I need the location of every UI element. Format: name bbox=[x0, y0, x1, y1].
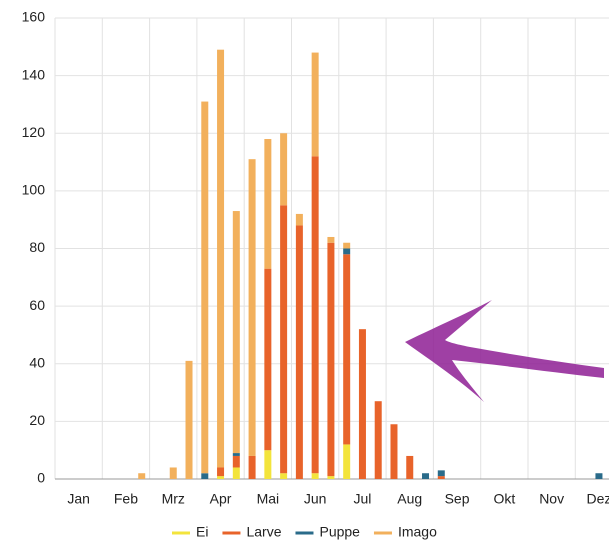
x-tick-label: Dez bbox=[586, 491, 609, 507]
bar-segment bbox=[595, 473, 603, 479]
bar-segment bbox=[327, 476, 335, 479]
bar-segment bbox=[422, 473, 430, 479]
bar-segment bbox=[185, 360, 193, 479]
bar-segment bbox=[232, 467, 240, 479]
arrow bbox=[405, 300, 604, 402]
bar-segment bbox=[343, 242, 351, 249]
x-tick-label: Jan bbox=[67, 491, 90, 507]
legend-label: Larve bbox=[246, 524, 281, 540]
bar-segment bbox=[327, 236, 335, 243]
x-tick-label: Mai bbox=[257, 491, 280, 507]
bar-segment bbox=[295, 225, 303, 479]
bar-segment bbox=[201, 473, 209, 479]
y-tick-label: 160 bbox=[22, 9, 46, 25]
x-tick-label: Aug bbox=[397, 491, 422, 507]
x-tick-label: Jun bbox=[304, 491, 327, 507]
bar-segment bbox=[311, 52, 319, 157]
bar-segment bbox=[264, 139, 272, 269]
y-tick-label: 20 bbox=[29, 412, 45, 428]
bar-segment bbox=[280, 205, 288, 474]
bar-segment bbox=[280, 133, 288, 206]
y-tick-label: 40 bbox=[29, 354, 45, 370]
bar-segment bbox=[374, 401, 382, 479]
legend-label: Ei bbox=[196, 524, 208, 540]
legend-label: Puppe bbox=[319, 524, 360, 540]
bar-segment bbox=[138, 473, 146, 479]
y-tick-label: 80 bbox=[29, 239, 45, 255]
x-tick-label: Feb bbox=[114, 491, 138, 507]
y-tick-label: 0 bbox=[37, 470, 45, 486]
x-tick-label: Apr bbox=[210, 491, 232, 507]
y-tick-label: 140 bbox=[22, 66, 46, 82]
bar-segment bbox=[390, 424, 398, 479]
bar-segment bbox=[327, 242, 335, 477]
bar-segment bbox=[406, 455, 414, 479]
x-tick-label: Okt bbox=[493, 491, 515, 507]
bar-segment bbox=[358, 329, 366, 479]
y-tick-label: 60 bbox=[29, 297, 45, 313]
bar-segment bbox=[343, 444, 351, 479]
bar-segment bbox=[169, 467, 177, 479]
bar-segment bbox=[232, 211, 240, 454]
bar-segment bbox=[311, 156, 319, 474]
bar-segment bbox=[437, 476, 445, 479]
y-tick-label: 100 bbox=[22, 182, 46, 198]
x-tick-label: Sep bbox=[445, 491, 470, 507]
bar-segment bbox=[437, 470, 445, 477]
x-tick-label: Nov bbox=[539, 491, 564, 507]
bar-segment bbox=[232, 455, 240, 468]
bar-segment bbox=[280, 473, 288, 479]
bar-segment bbox=[232, 453, 240, 456]
bar-segment bbox=[264, 450, 272, 479]
bar-segment bbox=[248, 455, 256, 479]
bar-segment bbox=[295, 213, 303, 226]
bar-segment bbox=[264, 268, 272, 451]
bar-segment bbox=[217, 476, 225, 479]
bar-segment bbox=[343, 248, 351, 255]
legend-label: Imago bbox=[398, 524, 437, 540]
y-tick-label: 120 bbox=[22, 124, 46, 140]
bar-segment bbox=[201, 101, 209, 474]
bar-segment bbox=[217, 49, 225, 468]
bar-segment bbox=[343, 254, 351, 445]
bar-segment bbox=[248, 159, 256, 456]
bar-segment bbox=[311, 473, 319, 479]
bar-segment bbox=[217, 467, 225, 477]
x-tick-label: Mrz bbox=[162, 491, 185, 507]
x-tick-label: Jul bbox=[353, 491, 371, 507]
